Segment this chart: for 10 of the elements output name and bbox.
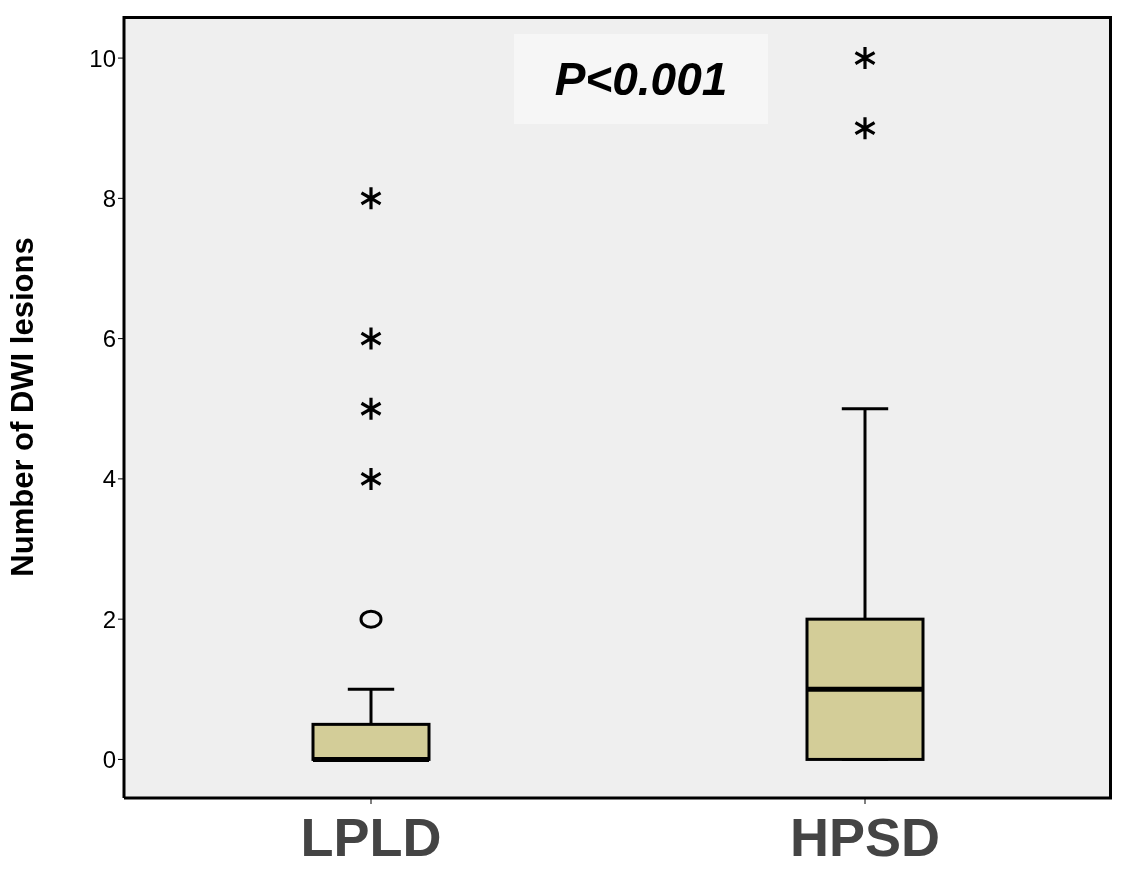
annotation: P<0.001 [514, 34, 768, 124]
y-tick-label: 8 [102, 184, 116, 212]
x-tick-label: LPLD [300, 807, 442, 867]
y-tick-label: 2 [102, 605, 116, 633]
y-axis-title: Number of DWI lesions [5, 237, 41, 577]
x-tick-label: HPSD [789, 807, 941, 867]
y-tick-label: 0 [102, 745, 116, 773]
y-tick-label: 10 [89, 44, 116, 72]
y-tick-label: 6 [102, 325, 116, 353]
y-tick-label: 4 [102, 465, 116, 493]
